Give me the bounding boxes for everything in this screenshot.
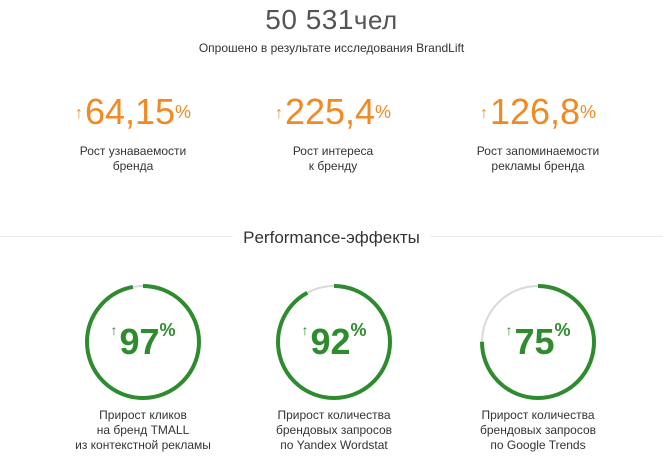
up-arrow-icon: ↑ [301,322,309,338]
up-arrow-icon: ↑ [74,105,83,122]
up-arrow-icon: ↑ [479,105,488,122]
ring-value: ↑ 97% [73,282,213,402]
stat-caption: Рост запоминаемости рекламы бренда [476,144,600,173]
performance-title-text: Performance-эффекты [233,228,430,247]
stat-awareness: ↑64,15% Рост узнаваемости бренда [33,92,233,174]
respondents-unit: чел [353,5,398,35]
ring-caption: Прирост количества брендовых запросов по… [479,408,597,452]
ring-unit: % [350,320,367,340]
ring-clicks: ↑ 97% Прирост кликов на бренд TMALL из ко… [73,282,213,453]
ring-number: 75 [514,321,555,362]
ring-progress-arc [85,284,201,400]
stat-caption: Рост узнаваемости бренда [79,144,187,173]
stat-value: 126,8 [489,91,581,132]
ring-progress-arc [276,284,392,400]
ring-value: ↑ 92% [264,282,404,402]
progress-ring [85,284,201,400]
stat-interest: ↑225,4% Рост интереса к бренду [233,92,433,174]
respondents-count: 50 531чел [0,4,663,36]
performance-title: Performance-эффекты [0,228,663,248]
stat-caption: Рост интереса к бренду [292,144,374,173]
ring-value: ↑ 75% [468,282,608,402]
stat-value: 64,15 [84,91,176,132]
progress-ring [276,284,392,400]
stat-unit: % [375,102,392,122]
stat-unit: % [175,102,192,122]
respondents-number: 50 531 [265,4,354,35]
ring-progress-arc [480,284,596,400]
ring-unit: % [159,320,176,340]
stat-unit: % [580,102,597,122]
ring-unit: % [554,320,571,340]
respondents-subtitle: Опрошено в результате исследования Brand… [198,41,465,55]
ring-caption: Прирост количества брендовых запросов по… [275,408,393,452]
up-arrow-icon: ↑ [110,322,118,338]
ring-number: 92 [310,321,351,362]
stat-value: 225,4 [284,91,376,132]
progress-ring [480,284,596,400]
ring-wordstat: ↑ 92% Прирост количества брендовых запрос… [264,282,404,453]
stat-recall: ↑126,8% Рост запоминаемости рекламы брен… [438,92,638,174]
ring-number: 97 [119,321,160,362]
ring-caption: Прирост кликов на бренд TMALL из контекс… [75,408,211,452]
ring-google-trends: ↑ 75% Прирост количества брендовых запрос… [468,282,608,453]
up-arrow-icon: ↑ [274,105,283,122]
up-arrow-icon: ↑ [505,322,513,338]
